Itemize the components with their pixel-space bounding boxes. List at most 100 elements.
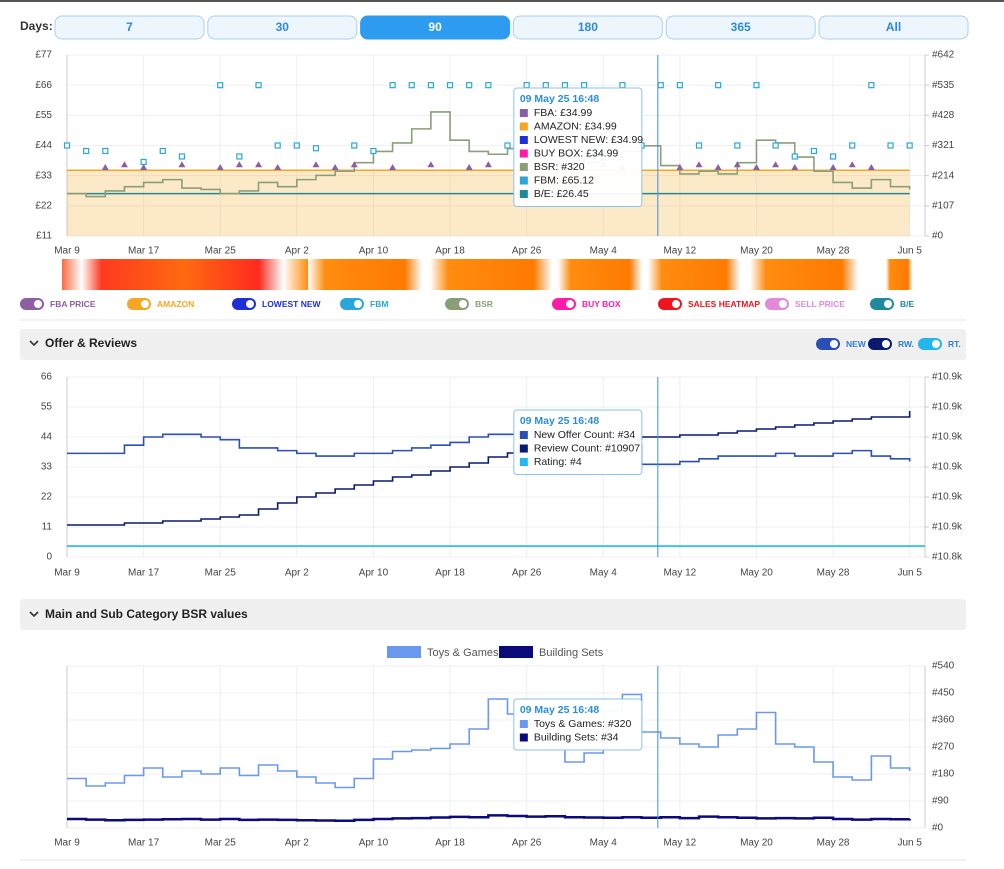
x-tick-label: May 20 bbox=[740, 838, 773, 849]
toggle-knob[interactable] bbox=[459, 300, 467, 308]
legend-swatch bbox=[387, 646, 421, 658]
point bbox=[849, 142, 856, 149]
section-header[interactable] bbox=[20, 599, 966, 630]
line bbox=[67, 111, 911, 198]
toggle-label[interactable]: SALES HEATMAP bbox=[688, 299, 760, 309]
y-tick-label: £44 bbox=[35, 140, 52, 151]
top-border bbox=[0, 0, 1004, 2]
toggle-label[interactable]: BUY BOX bbox=[582, 299, 621, 309]
day-button[interactable] bbox=[360, 15, 511, 40]
tooltip-item: LOWEST NEW: £34.99 bbox=[534, 134, 643, 146]
point bbox=[159, 147, 166, 155]
tooltip-item: Building Sets: #34 bbox=[534, 731, 619, 743]
toggle-knob[interactable] bbox=[566, 300, 574, 308]
chevron bbox=[29, 340, 39, 347]
point bbox=[580, 82, 588, 89]
toggle-knob[interactable] bbox=[672, 300, 680, 308]
tooltip-item: FBM: £65.12 bbox=[534, 174, 594, 186]
x-tick-label: May 20 bbox=[740, 568, 773, 579]
tooltip-swatch bbox=[519, 136, 528, 144]
tooltip-item: FBA: £34.99 bbox=[534, 107, 593, 119]
x-tick-label: May 12 bbox=[663, 246, 696, 257]
tooltip bbox=[513, 409, 643, 475]
toggle-label[interactable]: LOWEST NEW bbox=[262, 299, 322, 309]
toggle-knob[interactable] bbox=[34, 300, 42, 308]
day-button[interactable] bbox=[54, 15, 205, 40]
toggle-knob[interactable] bbox=[141, 300, 149, 308]
point bbox=[120, 161, 128, 168]
day-button[interactable] bbox=[207, 15, 358, 40]
y2-tick-label: #0 bbox=[932, 823, 944, 834]
day-button-label[interactable]: 365 bbox=[731, 20, 751, 34]
toggle-label[interactable]: RT. bbox=[948, 339, 961, 349]
y2-tick-label: #642 bbox=[932, 50, 955, 61]
point bbox=[235, 161, 243, 168]
toggle-label[interactable]: BSR bbox=[475, 299, 493, 309]
point bbox=[83, 147, 90, 155]
y2-tick-label: #10.8k bbox=[932, 552, 963, 563]
area bbox=[67, 170, 910, 236]
day-button-label[interactable]: 30 bbox=[276, 20, 290, 34]
x-tick-label: May 28 bbox=[817, 838, 850, 849]
toggle-label[interactable]: FBA PRICE bbox=[50, 299, 96, 309]
y-tick-label: 55 bbox=[41, 402, 53, 413]
tooltip-item: B/E: £26.45 bbox=[534, 188, 589, 200]
y-tick-label: 66 bbox=[41, 372, 53, 383]
day-button-label[interactable]: All bbox=[886, 20, 901, 34]
day-button[interactable] bbox=[818, 15, 969, 40]
tooltip-item: BSR: #320 bbox=[534, 161, 585, 173]
toggle-knob[interactable] bbox=[882, 340, 890, 348]
toggle-knob[interactable] bbox=[246, 300, 254, 308]
toggle-label[interactable]: AMAZON bbox=[157, 299, 194, 309]
day-button[interactable] bbox=[665, 15, 816, 40]
point bbox=[217, 82, 224, 89]
toggle-label[interactable]: RW. bbox=[898, 339, 914, 349]
point bbox=[542, 82, 549, 89]
y2-tick-label: #270 bbox=[932, 742, 955, 753]
y-tick-label: £22 bbox=[35, 200, 52, 211]
toggle-label[interactable]: B/E bbox=[900, 299, 915, 309]
toggle-knob[interactable] bbox=[932, 340, 940, 348]
day-button[interactable] bbox=[512, 15, 663, 40]
point bbox=[772, 142, 779, 149]
toggle-knob[interactable] bbox=[354, 300, 362, 308]
point bbox=[829, 153, 837, 160]
tooltip-swatch bbox=[519, 431, 528, 439]
point bbox=[389, 163, 397, 170]
y2-tick-label: #428 bbox=[932, 110, 955, 121]
x-tick-label: Mar 25 bbox=[205, 568, 237, 579]
point bbox=[733, 161, 741, 168]
day-button-label[interactable]: 7 bbox=[126, 20, 133, 34]
toggle-label[interactable]: SELL PRICE bbox=[795, 299, 845, 309]
point bbox=[446, 82, 454, 89]
point bbox=[102, 147, 109, 155]
y-tick-label: 33 bbox=[41, 462, 53, 473]
x-tick-label: Apr 18 bbox=[435, 246, 465, 257]
toggle-knob[interactable] bbox=[884, 300, 892, 308]
point bbox=[427, 161, 435, 168]
point bbox=[101, 163, 109, 170]
y2-tick-label: #10.9k bbox=[932, 432, 963, 443]
x-tick-label: Mar 25 bbox=[205, 246, 237, 257]
tooltip-title: 09 May 25 16:48 bbox=[520, 415, 600, 427]
point bbox=[466, 82, 473, 89]
day-button-label[interactable]: 180 bbox=[578, 20, 598, 34]
tooltip bbox=[513, 698, 643, 751]
legend-swatch bbox=[499, 646, 533, 658]
y2-tick-label: #10.9k bbox=[932, 522, 963, 533]
x-tick-label: Jun 5 bbox=[897, 568, 922, 579]
section-header[interactable] bbox=[20, 329, 966, 360]
toggle-label[interactable]: NEW bbox=[846, 339, 867, 349]
x-tick-label: May 20 bbox=[740, 246, 773, 257]
day-button-label[interactable]: 90 bbox=[428, 20, 442, 34]
toggle-knob[interactable] bbox=[830, 340, 838, 348]
toggle-knob[interactable] bbox=[779, 300, 787, 308]
toggle-label[interactable]: FBM bbox=[370, 299, 388, 309]
point bbox=[293, 142, 300, 149]
point bbox=[504, 142, 511, 149]
point bbox=[810, 147, 818, 155]
x-tick-label: May 12 bbox=[663, 838, 696, 849]
tooltip-item: Rating: #4 bbox=[534, 456, 582, 468]
tooltip-item: Review Count: #10907 bbox=[534, 442, 640, 454]
tooltip-swatch bbox=[519, 109, 528, 117]
